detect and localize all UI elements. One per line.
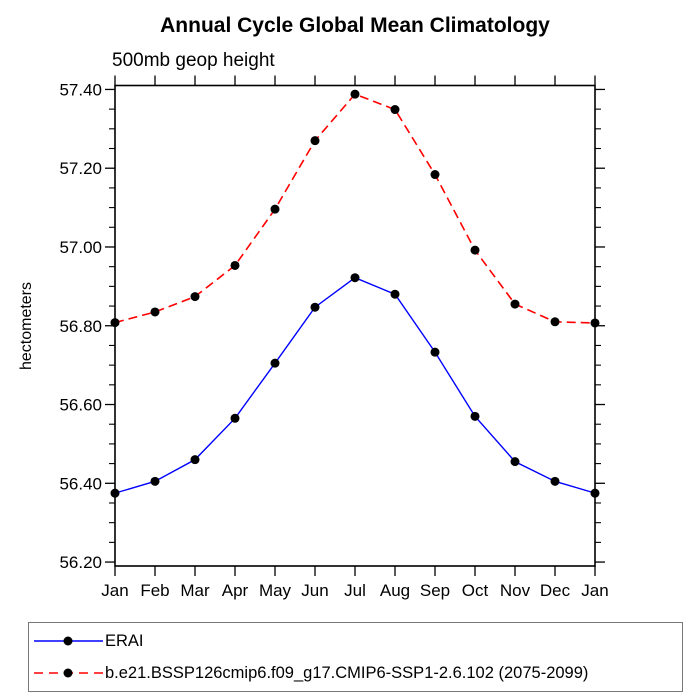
data-point-model (470, 245, 480, 255)
data-point-model (310, 136, 320, 146)
chart-subtitle: 500mb geop height (112, 50, 275, 71)
y-tick-label: 57.40 (59, 80, 102, 99)
data-point-model (350, 89, 360, 99)
series-line-model (114, 93, 596, 324)
chart-title: Annual Cycle Global Mean Climatology (160, 14, 550, 37)
data-point-model (510, 299, 520, 309)
y-axis-label: hectometers (18, 281, 35, 371)
data-point-model (190, 292, 200, 302)
x-tick-label: Dec (540, 581, 571, 600)
data-point-model (230, 260, 240, 270)
data-point-erai (390, 289, 400, 299)
data-point-erai (110, 488, 120, 498)
plot-border (114, 84, 596, 567)
x-tick-label: Jan (581, 581, 608, 600)
y-tick-label: 57.00 (59, 238, 102, 257)
data-point-model (590, 318, 600, 328)
data-point-erai (230, 413, 240, 423)
data-point-erai (430, 347, 440, 357)
x-tick-label: Mar (180, 581, 210, 600)
data-point-erai (270, 358, 280, 368)
data-point-model (110, 318, 120, 328)
data-point-model (390, 105, 400, 115)
x-tick-label: Nov (500, 581, 531, 600)
y-tick-label: 56.40 (59, 474, 102, 493)
legend-label-model: b.e21.BSSP126cmip6.f09_g17.CMIP6-SSP1-2.… (105, 663, 589, 682)
data-point-erai (150, 476, 160, 486)
y-tick-label: 56.80 (59, 317, 102, 336)
data-point-erai (190, 455, 200, 465)
data-point-model (430, 170, 440, 180)
data-point-erai (550, 476, 560, 486)
data-point-model (270, 204, 280, 214)
x-tick-label: Aug (380, 581, 410, 600)
legend: ERAI b.e21.BSSP126cmip6.f09_g17.CMIP6-SS… (28, 622, 683, 692)
legend-line-sample-dashed (34, 668, 103, 678)
x-tick-label: May (259, 581, 292, 600)
x-tick-label: Jan (101, 581, 128, 600)
data-point-model (550, 317, 560, 327)
data-point-erai (350, 273, 360, 283)
y-tick-label: 56.20 (59, 553, 102, 572)
data-point-erai (310, 302, 320, 312)
x-tick-label: Apr (222, 581, 249, 600)
data-point-erai (470, 411, 480, 421)
data-point-model (150, 307, 160, 317)
x-tick-label: Oct (462, 581, 489, 600)
legend-line-sample-solid (34, 636, 103, 646)
x-tick-label: Feb (140, 581, 169, 600)
legend-item-model: b.e21.BSSP126cmip6.f09_g17.CMIP6-SSP1-2.… (29, 659, 682, 687)
x-tick-label: Sep (420, 581, 450, 600)
data-point-erai (590, 488, 600, 498)
series-line-erai (114, 276, 596, 494)
x-tick-label: Jul (344, 581, 366, 600)
legend-item-erai: ERAI (29, 627, 682, 655)
y-tick-label: 57.20 (59, 159, 102, 178)
data-point-erai (510, 457, 520, 467)
x-tick-label: Jun (301, 581, 328, 600)
legend-label-erai: ERAI (105, 631, 144, 650)
y-tick-label: 56.60 (59, 396, 102, 415)
